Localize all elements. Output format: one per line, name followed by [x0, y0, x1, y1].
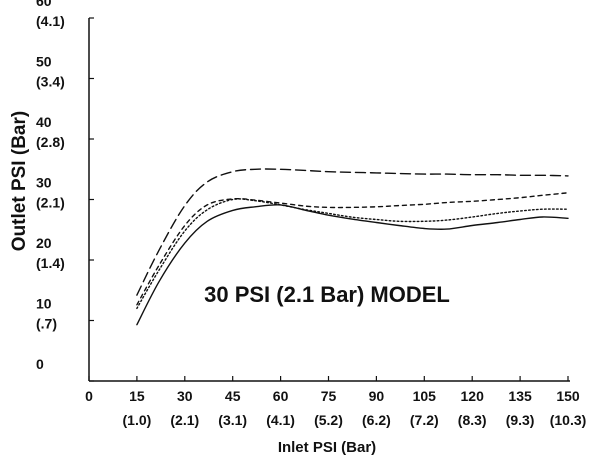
x-axis-title: Inlet PSI (Bar) — [278, 439, 376, 456]
y-tick-sublabel: (3.4) — [36, 74, 65, 90]
y-tick-label: 10 — [36, 296, 52, 312]
y-tick-sublabel: (1.4) — [36, 255, 65, 271]
x-tick-label: 75 — [321, 388, 337, 404]
x-tick-sublabel: (7.2) — [410, 412, 439, 428]
y-tick-label: 40 — [36, 114, 52, 130]
x-tick-label: 120 — [461, 388, 485, 404]
y-tick-label: 0 — [36, 356, 44, 372]
x-tick-label: 0 — [85, 388, 93, 404]
x-tick-label: 60 — [273, 388, 289, 404]
x-tick-label: 45 — [225, 388, 241, 404]
series-line-dotted — [136, 198, 569, 310]
x-tick-label: 30 — [177, 388, 193, 404]
x-tick-sublabel: (3.1) — [218, 412, 247, 428]
y-tick-label: 20 — [36, 235, 52, 251]
x-tick-label: 105 — [413, 388, 437, 404]
x-tick-labels: 0 15 (1.0) 30 (2.1) 45 (3.1) 60 (4.1) 75 (5.2) 90 (6… — [85, 376, 586, 428]
x-tick-sublabel: (10.3) — [550, 412, 587, 428]
series-line-solid — [136, 204, 569, 326]
x-tick-sublabel: (9.3) — [506, 412, 535, 428]
x-tick-sublabel: (2.1) — [170, 412, 199, 428]
x-tick-sublabel: (4.1) — [266, 412, 295, 428]
y-tick-sublabel: (4.1) — [36, 13, 65, 29]
y-tick-labels: 0 10 (.7) 20 (1.4) 30 (2.1) 40 (2.8) 50 (3.4) 60 (4.… — [36, 0, 94, 382]
series-line-long-dash — [136, 168, 569, 296]
x-tick-sublabel: (1.0) — [123, 412, 152, 428]
x-tick-label: 135 — [508, 388, 532, 404]
y-tick-sublabel: (2.8) — [36, 134, 65, 150]
x-tick-sublabel: (8.3) — [458, 412, 487, 428]
x-tick-sublabel: (5.2) — [314, 412, 343, 428]
y-tick-sublabel: (2.1) — [36, 195, 65, 211]
chart-annotation: 30 PSI (2.1 Bar) MODEL — [204, 282, 450, 307]
x-tick-label: 90 — [369, 388, 385, 404]
series-line-short-dash — [136, 192, 569, 306]
x-tick-label: 150 — [556, 388, 580, 404]
x-tick-label: 15 — [129, 388, 145, 404]
y-tick-sublabel: (.7) — [36, 316, 57, 332]
series-lines — [136, 168, 569, 326]
y-tick-label: 50 — [36, 54, 52, 70]
x-tick-sublabel: (6.2) — [362, 412, 391, 428]
y-tick-label: 30 — [36, 175, 52, 191]
y-tick-label: 60 — [36, 0, 52, 9]
y-axis-title: Outlet PSI (Bar) — [9, 111, 30, 251]
